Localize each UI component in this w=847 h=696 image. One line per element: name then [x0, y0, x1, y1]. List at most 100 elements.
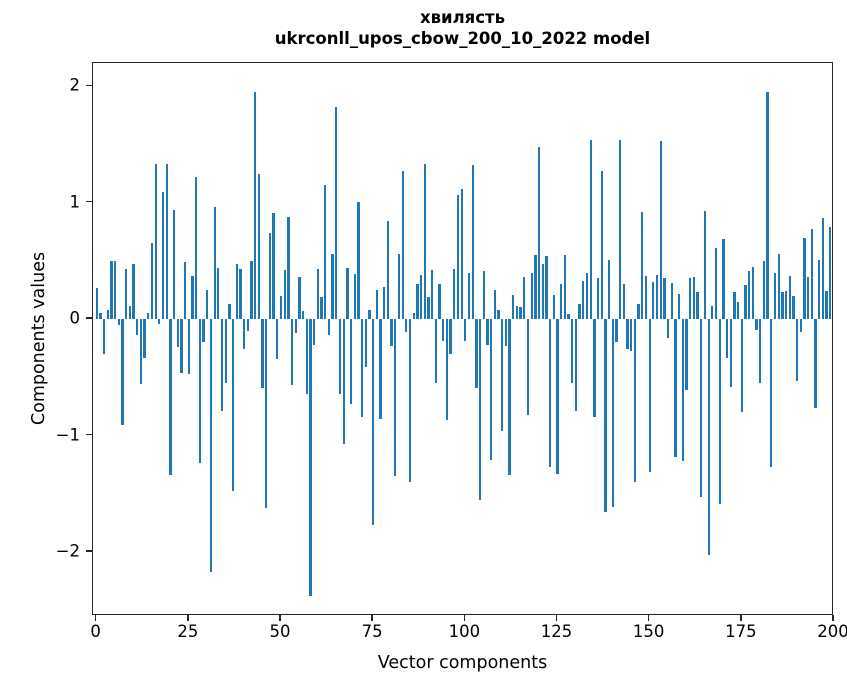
bar [777, 253, 780, 320]
bar [578, 303, 581, 320]
bar [563, 255, 567, 320]
bar [254, 92, 257, 320]
bar [482, 271, 485, 320]
bar [810, 229, 814, 320]
bar [331, 253, 334, 320]
bar [147, 313, 150, 320]
bar [611, 319, 614, 507]
bar [501, 319, 504, 431]
bar [818, 259, 821, 320]
bar [759, 319, 762, 384]
bar [604, 319, 607, 513]
bar [217, 267, 220, 320]
bar [195, 177, 198, 320]
x-tick-mark [555, 615, 558, 621]
bar [279, 295, 283, 320]
bar [445, 319, 449, 421]
bar [744, 285, 747, 320]
bar [427, 297, 430, 320]
bar [423, 164, 426, 320]
bar [349, 319, 353, 405]
bar [600, 171, 603, 320]
bar [821, 217, 825, 320]
bar [456, 194, 460, 320]
bar [696, 292, 699, 320]
bar [497, 309, 500, 320]
bar [607, 259, 611, 320]
bar [316, 269, 320, 320]
bar [703, 210, 707, 320]
y-tick-mark [86, 84, 92, 86]
bar [670, 283, 673, 320]
x-tick-mark [647, 615, 650, 621]
bar [121, 319, 124, 426]
bar [737, 301, 740, 320]
bar [560, 284, 563, 320]
bar [139, 319, 143, 385]
x-tick-mark [94, 615, 97, 621]
bar [276, 319, 279, 359]
bar [707, 319, 710, 556]
bar [556, 319, 559, 474]
bar [136, 319, 139, 336]
bar [766, 92, 769, 320]
bar [397, 253, 401, 320]
bar [438, 284, 441, 320]
bar [228, 303, 231, 320]
bar [327, 319, 331, 336]
bar [722, 238, 725, 320]
bar [803, 237, 806, 320]
bar [659, 141, 662, 320]
bar [678, 293, 681, 320]
bar [368, 309, 371, 320]
bar [301, 310, 305, 320]
bar [213, 207, 216, 320]
bar [143, 319, 146, 358]
bar [755, 319, 758, 330]
bar [449, 319, 452, 355]
bar [169, 319, 172, 476]
x-tick-label: 150 [632, 622, 665, 641]
bar [748, 271, 751, 320]
y-tick-label: 1 [69, 192, 81, 212]
bar [825, 291, 828, 320]
bar [541, 264, 544, 320]
bar [615, 319, 618, 343]
chart-title-line1: хвилясть [419, 8, 506, 27]
bar [231, 319, 235, 492]
bar [453, 269, 456, 320]
bar [239, 269, 242, 320]
x-tick-label: 200 [817, 622, 847, 641]
x-tick-label: 100 [448, 622, 481, 641]
bar-plot-area [93, 63, 832, 614]
x-tick-label: 125 [540, 622, 573, 641]
bar [762, 260, 766, 320]
bar [161, 192, 165, 320]
y-tick-label: −2 [55, 541, 80, 561]
bar [405, 319, 408, 332]
x-tick-mark [740, 615, 742, 621]
bar [95, 287, 98, 320]
bar [674, 319, 677, 457]
x-axis-label: Vector components [377, 653, 548, 673]
chart-title-line2: ukrconll_upos_cbow_200_10_2022 model [274, 28, 651, 48]
bar [475, 319, 478, 388]
bar [294, 319, 297, 334]
bar [633, 319, 637, 483]
bar [434, 319, 437, 384]
x-tick-mark [463, 615, 466, 621]
bar [184, 262, 187, 320]
bar [770, 319, 773, 467]
bar [353, 273, 356, 320]
bar [154, 164, 157, 320]
bar [202, 319, 205, 343]
x-tick-label: 25 [177, 622, 199, 641]
bar [523, 277, 526, 320]
bar [663, 278, 666, 320]
bar [515, 306, 519, 320]
bar [99, 313, 102, 320]
bar [265, 319, 268, 508]
bar [622, 284, 625, 320]
bar [224, 319, 227, 384]
bar [648, 319, 651, 472]
